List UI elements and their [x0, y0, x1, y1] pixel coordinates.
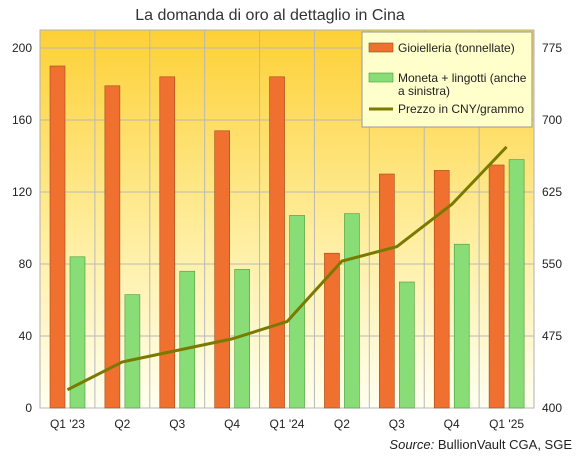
bar-jewellery — [159, 76, 176, 409]
right-axis: 400 475 550 625 700 775 — [542, 41, 562, 415]
bar-coins-bars — [399, 281, 415, 409]
right-tick-label: 625 — [542, 185, 562, 199]
x-tick-label: Q1 '24 — [270, 417, 305, 431]
legend-label-price: Prezzo in CNY/grammo — [398, 102, 524, 116]
bar-jewellery — [433, 170, 450, 409]
legend-label-jewellery: Gioielleria (tonnellate) — [398, 41, 515, 55]
chart-title: La domanda di oro al dettaglio in Cina — [135, 7, 405, 24]
bar-jewellery — [269, 76, 285, 409]
bar-jewellery — [379, 173, 395, 409]
price-polyline — [66, 145, 508, 392]
right-tick-label: 550 — [542, 257, 562, 271]
x-tick-label: Q3 — [169, 417, 185, 431]
x-tick-label: Q2 — [334, 417, 350, 431]
left-tick-label: 0 — [25, 401, 32, 415]
price-line — [66, 145, 508, 392]
x-tick-label: Q4 — [444, 417, 460, 431]
bar-coins-bars — [124, 294, 141, 409]
x-tick-label: Q4 — [224, 417, 240, 431]
bar-coins-bars — [69, 256, 86, 409]
bar-jewellery — [488, 164, 505, 409]
bar-coins-bars — [344, 213, 360, 409]
x-tick-label: Q2 — [114, 417, 130, 431]
source-note: Source: BullionVault CGA, SGE — [389, 437, 572, 452]
left-tick-label: 80 — [19, 257, 33, 271]
x-tick-label: Q3 — [389, 417, 405, 431]
legend-swatch-coins-bars — [368, 72, 394, 83]
left-tick-label: 200 — [12, 41, 32, 55]
left-axis: 0 40 80 120 160 200 — [12, 41, 32, 415]
left-tick-label: 120 — [12, 185, 32, 199]
bar-coins-bars — [508, 159, 525, 409]
legend: Gioielleria (tonnellate) Moneta + lingot… — [361, 31, 533, 128]
source-text: BullionVault CGA, SGE — [434, 437, 572, 452]
bar-jewellery — [49, 65, 66, 409]
right-tick-label: 775 — [542, 41, 562, 55]
right-tick-label: 400 — [542, 401, 562, 415]
x-tick-label: Q1 '23 — [50, 417, 85, 431]
bar-coins-bars — [179, 270, 196, 409]
legend-swatch-jewellery — [368, 42, 394, 53]
legend-label-coins-bars: Moneta + lingotti (anche a sinistra) — [398, 71, 530, 98]
x-axis: Q1 '23 Q2 Q3 Q4 Q1 '24 Q2 Q3 Q4 Q1 '25 — [50, 417, 524, 431]
right-tick-label: 475 — [542, 329, 562, 343]
x-tick-label: Q1 '25 — [489, 417, 524, 431]
bar-jewellery — [214, 130, 230, 409]
right-tick-label: 700 — [542, 113, 562, 127]
left-tick-label: 160 — [12, 113, 32, 127]
source-label: Source: — [389, 437, 434, 452]
bar-coins-bars — [453, 243, 470, 409]
bar-jewellery — [104, 85, 121, 409]
left-tick-label: 40 — [19, 329, 33, 343]
bar-jewellery — [324, 252, 340, 409]
